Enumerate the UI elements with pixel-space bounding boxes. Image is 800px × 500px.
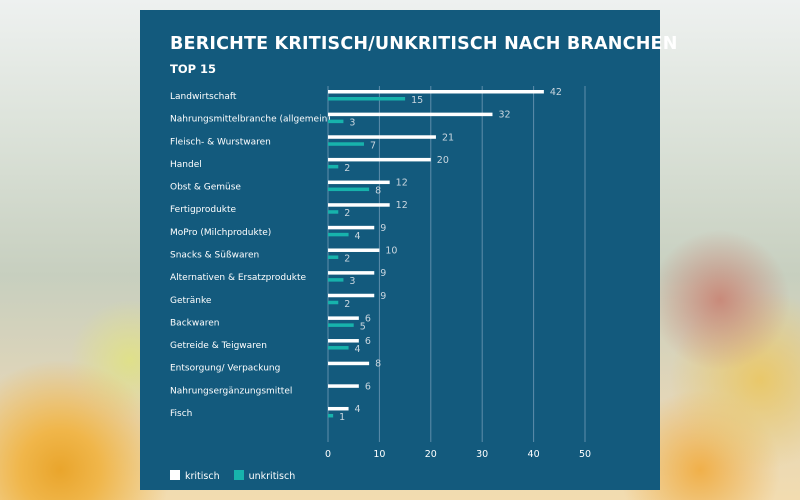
bar-unkritisch [328, 210, 339, 214]
bar-kritisch [328, 248, 380, 252]
legend-label: unkritisch [248, 471, 296, 482]
data-label-kritisch: 32 [498, 110, 510, 121]
data-label-unkritisch: 2 [344, 299, 350, 310]
data-label-unkritisch: 4 [355, 344, 361, 355]
data-label-unkritisch: 3 [349, 118, 355, 129]
bar-kritisch [328, 135, 436, 139]
category-label: Getreide & Teigwaren [170, 341, 267, 351]
data-label-kritisch: 12 [396, 200, 408, 211]
legend-item-kritisch: kritisch [170, 470, 220, 482]
data-label-unkritisch: 2 [344, 208, 350, 219]
bar-kritisch [328, 293, 375, 298]
data-label-kritisch: 6 [365, 313, 371, 324]
category-label: Handel [170, 160, 202, 170]
bar-kritisch [328, 225, 375, 230]
bar-kritisch [328, 271, 375, 275]
bar-kritisch [328, 90, 544, 94]
legend-item-unkritisch: unkritisch [233, 470, 296, 482]
bar-unkritisch [328, 164, 339, 169]
data-label-kritisch: 21 [442, 132, 454, 143]
bar-kritisch [328, 180, 390, 185]
data-label-kritisch: 12 [396, 178, 408, 189]
category-label: Landwirtschaft [170, 92, 237, 102]
bar-kritisch [328, 339, 359, 343]
x-tick-label: 20 [425, 449, 437, 460]
category-label: Getränke [170, 296, 212, 306]
bar-unkritisch [328, 119, 344, 124]
bar-kritisch [328, 316, 359, 320]
bar-kritisch [328, 112, 493, 117]
data-label-unkritisch: 2 [344, 163, 350, 174]
x-tick-label: 10 [373, 449, 385, 460]
bar-unkritisch [328, 300, 339, 305]
data-label-unkritisch: 5 [360, 321, 366, 332]
data-label-unkritisch: 15 [411, 95, 423, 106]
data-label-kritisch: 20 [437, 155, 449, 166]
category-label: Backwaren [170, 318, 219, 328]
bar-kritisch [328, 157, 431, 162]
data-label-kritisch: 9 [380, 223, 386, 234]
x-tick-label: 50 [579, 449, 591, 460]
category-label: Nahrungsmittelbranche (allgemein) [170, 115, 331, 125]
bar-kritisch [328, 361, 370, 366]
legend-swatch-unkritisch [233, 470, 244, 480]
x-tick-label: 0 [325, 449, 331, 460]
bar-unkritisch [328, 232, 349, 237]
data-label-kritisch: 9 [380, 291, 386, 302]
data-label-kritisch: 9 [380, 268, 386, 279]
legend-label: kritisch [185, 471, 220, 482]
x-tick-label: 30 [476, 449, 488, 460]
data-label-unkritisch: 3 [349, 276, 355, 287]
chart-subtitle: TOP 15 [170, 62, 217, 76]
legend: kritisch unkritisch [170, 470, 295, 482]
category-label: Alternativen & Ersatzprodukte [170, 273, 307, 283]
category-label: Entsorgung/ Verpackung [170, 364, 280, 374]
category-label: Snacks & Süßwaren [170, 250, 259, 260]
x-tick-label: 40 [528, 449, 540, 460]
bar-unkritisch [328, 323, 354, 327]
data-label-unkritisch: 8 [375, 186, 381, 197]
chart-title: BERICHTE KRITISCH/UNKRITISCH NACH BRANCH… [170, 34, 678, 54]
bar-kritisch [328, 203, 390, 207]
data-label-unkritisch: 2 [344, 253, 350, 264]
bar-kritisch [328, 384, 359, 388]
category-label: Fisch [170, 409, 192, 419]
data-label-unkritisch: 4 [355, 231, 361, 242]
category-label: Obst & Gemüse [170, 183, 241, 193]
legend-swatch-kritisch [170, 470, 180, 480]
data-label-kritisch: 6 [365, 381, 371, 392]
data-label-kritisch: 42 [550, 87, 562, 98]
bar-unkritisch [328, 142, 364, 146]
data-label-kritisch: 8 [375, 359, 381, 370]
data-label-kritisch: 10 [385, 245, 397, 256]
chart-panel: BERICHTE KRITISCH/UNKRITISCH NACH BRANCH… [140, 10, 677, 490]
bar-unkritisch [328, 187, 370, 192]
data-label-unkritisch: 1 [339, 412, 345, 423]
category-label: MoPro (Milchprodukte) [170, 228, 271, 238]
bar-kritisch [328, 406, 349, 411]
bar-unkritisch [328, 413, 334, 418]
bar-unkritisch [328, 346, 349, 350]
data-label-kritisch: 6 [365, 336, 371, 347]
category-label: Fertigprodukte [170, 205, 237, 215]
bar-unkritisch [328, 278, 344, 282]
bar-unkritisch [328, 97, 406, 101]
category-label: Nahrungsergänzungsmittel [170, 386, 292, 396]
data-label-unkritisch: 7 [370, 140, 376, 151]
category-label: Fleisch- & Wurstwaren [170, 137, 271, 147]
data-label-kritisch: 4 [355, 404, 361, 415]
bar-unkritisch [328, 255, 339, 259]
